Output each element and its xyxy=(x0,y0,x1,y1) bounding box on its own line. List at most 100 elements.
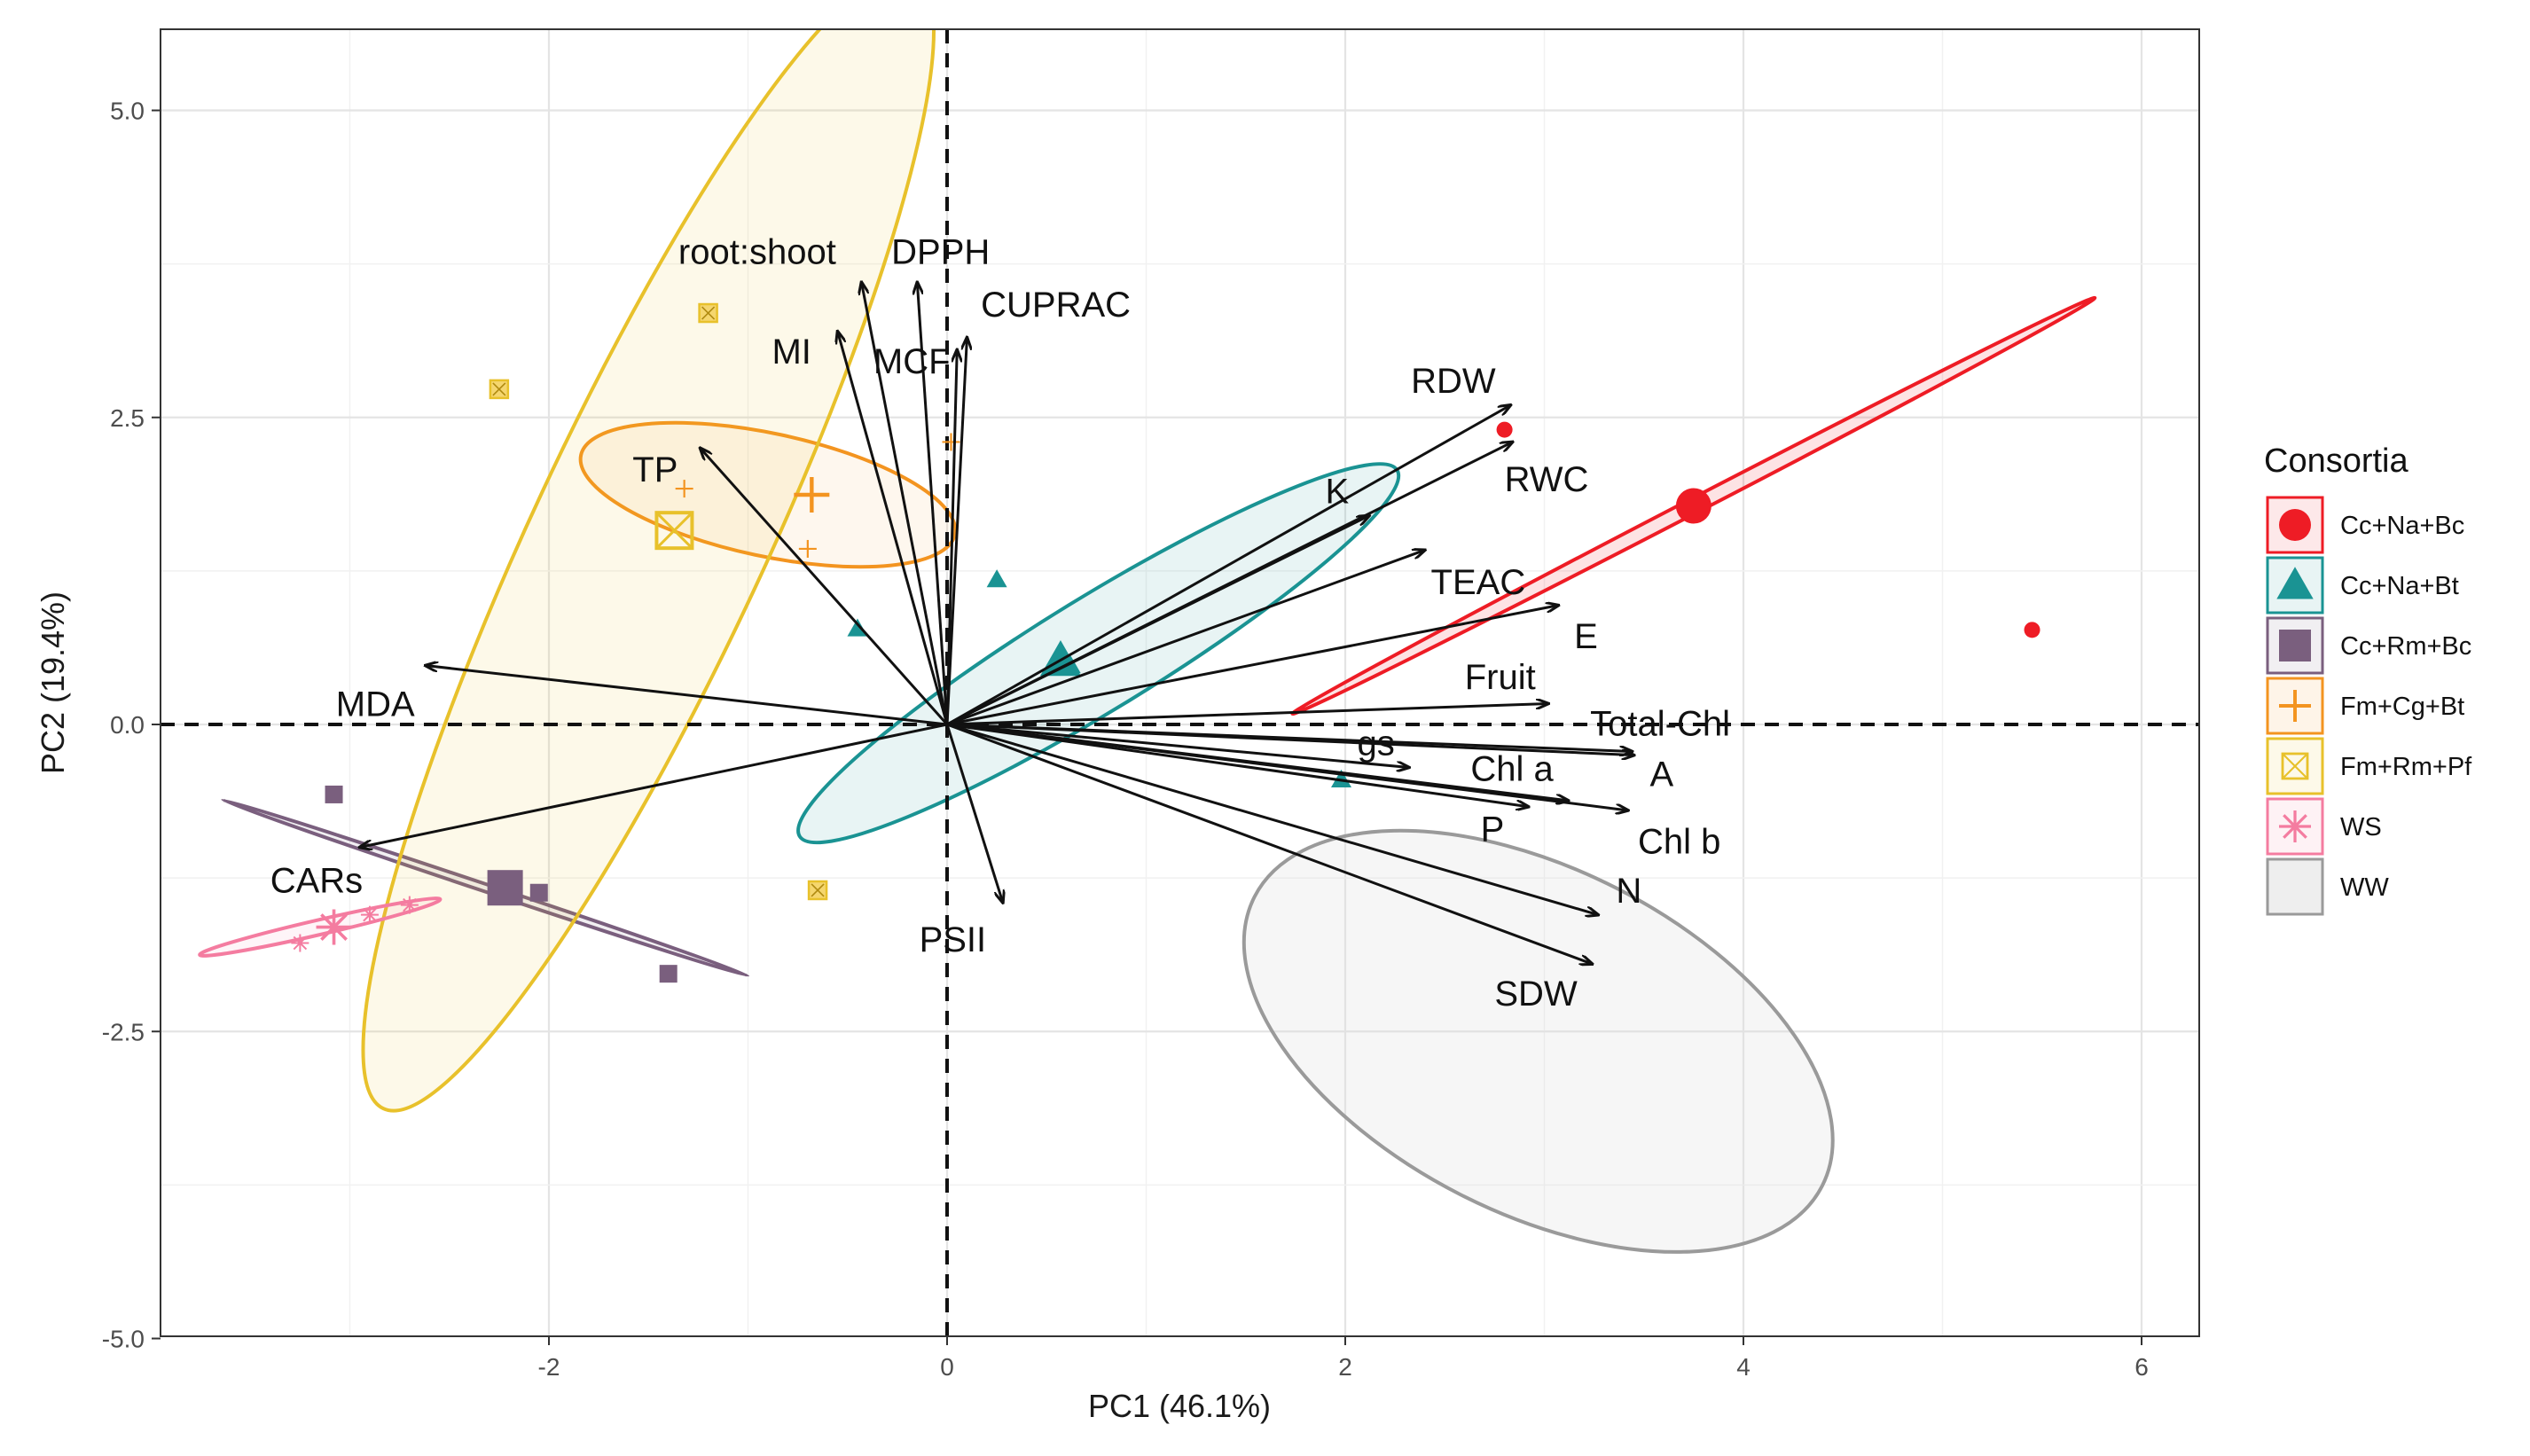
legend-key-fm-rm-pf xyxy=(2266,737,2324,795)
x-tick-label-2: 2 xyxy=(1338,1353,1352,1381)
loading-label-a: A xyxy=(1649,755,1673,794)
point-fm-cg-bt-0 xyxy=(675,480,693,498)
plot-panel xyxy=(161,29,2199,1336)
legend-marker-cc-rm-bc xyxy=(2279,630,2311,661)
legend-marker-fm-cg-bt xyxy=(2279,690,2311,722)
legend-key-cc-rm-bc xyxy=(2266,616,2324,675)
arrow-mi xyxy=(838,332,949,725)
loading-label-tp: TP xyxy=(632,450,678,489)
loading-label-e: E xyxy=(1574,617,1598,656)
y-tick-label-4: 5.0 xyxy=(110,98,145,125)
y-tick-label-1: -2.5 xyxy=(102,1018,145,1045)
legend-label-ws: WS xyxy=(2340,813,2382,842)
centroid-cc-rm-bc xyxy=(487,870,523,906)
legend-title: Consortia xyxy=(2264,442,2409,480)
point-cc-na-bt-3 xyxy=(1331,769,1352,787)
point-cc-na-bc-2 xyxy=(2024,622,2040,638)
x-tick-label-4: 4 xyxy=(1736,1353,1751,1381)
loading-label-total-chl: Total-Chl xyxy=(1590,704,1730,743)
arrow-fruit xyxy=(946,703,1548,726)
loading-label-mi: MI xyxy=(772,333,811,372)
arrow-psii xyxy=(945,724,1003,903)
x-axis-label: PC1 (46.1%) xyxy=(1088,1388,1271,1424)
point-ws-1 xyxy=(360,905,379,924)
y-tick-label-2: 0.0 xyxy=(110,711,145,739)
loading-label-cuprac: CUPRAC xyxy=(981,286,1131,325)
loading-label-n: N xyxy=(1616,872,1641,911)
point-ws-0 xyxy=(291,934,309,952)
arrow-chl-b xyxy=(946,723,1628,810)
loading-label-rdw: RDW xyxy=(1411,362,1496,401)
arrow-rdw xyxy=(946,405,1510,726)
legend-label-cc-rm-bc: Cc+Rm+Bc xyxy=(2340,632,2471,661)
arrow-teac xyxy=(946,550,1425,726)
loading-label-fruit: Fruit xyxy=(1465,658,1536,697)
legend: Consortia Cc+Na+Bc Cc+Na+Bt Cc+Rm+Bc Fm+Cg+… xyxy=(2264,442,2472,916)
arrow-gs xyxy=(946,723,1409,767)
legend-label-fm-cg-bt: Fm+Cg+Bt xyxy=(2340,693,2464,721)
legend-key-cc-na-bc xyxy=(2266,496,2324,554)
loading-label-mda: MDA xyxy=(336,685,415,724)
loading-label-mcf: MCF xyxy=(873,342,951,381)
loading-label-k: K xyxy=(1326,473,1350,512)
arrow-k xyxy=(946,516,1369,726)
loading-label-gs: gs xyxy=(1357,724,1394,763)
legend-marker-cc-na-bc xyxy=(2279,509,2311,541)
loading-label-psii: PSII xyxy=(920,920,987,959)
legend-key-ww xyxy=(2266,857,2324,916)
legend-label-cc-na-bt: Cc+Na+Bt xyxy=(2340,572,2459,600)
arrow-cars xyxy=(360,723,948,848)
point-ws-2 xyxy=(400,896,419,914)
x-tick-label-6: 6 xyxy=(2134,1353,2149,1381)
arrow-mda xyxy=(426,666,948,726)
plot-border xyxy=(160,28,2200,1337)
point-fm-rm-pf-0 xyxy=(489,379,510,400)
arrow-p xyxy=(946,723,1529,807)
loading-label-p: P xyxy=(1481,810,1505,849)
point-cc-rm-bc-0 xyxy=(325,785,343,803)
loading-label-teac: TEAC xyxy=(1431,563,1526,602)
points xyxy=(291,302,2040,983)
legend-key-fm-cg-bt xyxy=(2266,677,2324,735)
ellipse-cc-rm-bc xyxy=(221,798,750,978)
arrow-dpph xyxy=(917,282,949,725)
x-axis-ticks: -2 0 2 4 6 xyxy=(538,1336,2149,1381)
y-tick-label-0: -5.0 xyxy=(102,1326,145,1353)
x-tick-label-0: 0 xyxy=(940,1353,954,1381)
legend-label-ww: WW xyxy=(2340,873,2389,902)
point-cc-rm-bc-1 xyxy=(529,883,548,902)
centroid-fm-cg-bt xyxy=(794,477,830,513)
centroid-cc-na-bc xyxy=(1675,488,1711,524)
loading-label-chl-b: Chl b xyxy=(1638,822,1720,861)
legend-label-fm-rm-pf: Fm+Rm+Pf xyxy=(2340,753,2472,781)
point-fm-cg-bt-2 xyxy=(942,433,960,451)
point-fm-rm-pf-1 xyxy=(698,302,718,324)
arrow-n xyxy=(946,723,1598,915)
loading-label-rwc: RWC xyxy=(1505,460,1589,499)
x-tick-label--2: -2 xyxy=(538,1353,560,1381)
point-cc-na-bt-1 xyxy=(986,569,1007,588)
loading-label-dpph: DPPH xyxy=(891,233,990,272)
arrow-a xyxy=(946,723,1634,755)
arrow-sdw xyxy=(946,723,1592,964)
legend-marker-ws xyxy=(2279,810,2311,842)
centroid-fm-rm-pf xyxy=(654,511,694,551)
point-fm-rm-pf-2 xyxy=(807,880,828,901)
arrow-tp xyxy=(701,448,949,725)
y-axis-label: PC2 (19.4%) xyxy=(35,591,71,774)
point-cc-na-bc-0 xyxy=(1496,421,1513,438)
y-axis-ticks: -5.0 -2.5 0.0 2.5 5.0 xyxy=(102,98,161,1353)
centroid-ws xyxy=(316,909,352,945)
arrow-root-shoot xyxy=(861,282,949,725)
legend-key-cc-na-bt xyxy=(2266,556,2324,614)
arrow-cuprac xyxy=(945,338,967,725)
loading-label-chl-a: Chl a xyxy=(1470,750,1554,789)
ellipse-fm-rm-pf xyxy=(361,29,936,1113)
loading-label-root-shoot: root:shoot xyxy=(678,233,836,272)
legend-marker-cc-na-bt xyxy=(2276,567,2314,599)
legend-label-cc-na-bc: Cc+Na+Bc xyxy=(2340,512,2464,540)
legend-marker-fm-rm-pf xyxy=(2281,752,2309,780)
y-tick-label-3: 2.5 xyxy=(110,404,145,432)
loading-label-cars: CARs xyxy=(270,862,363,901)
